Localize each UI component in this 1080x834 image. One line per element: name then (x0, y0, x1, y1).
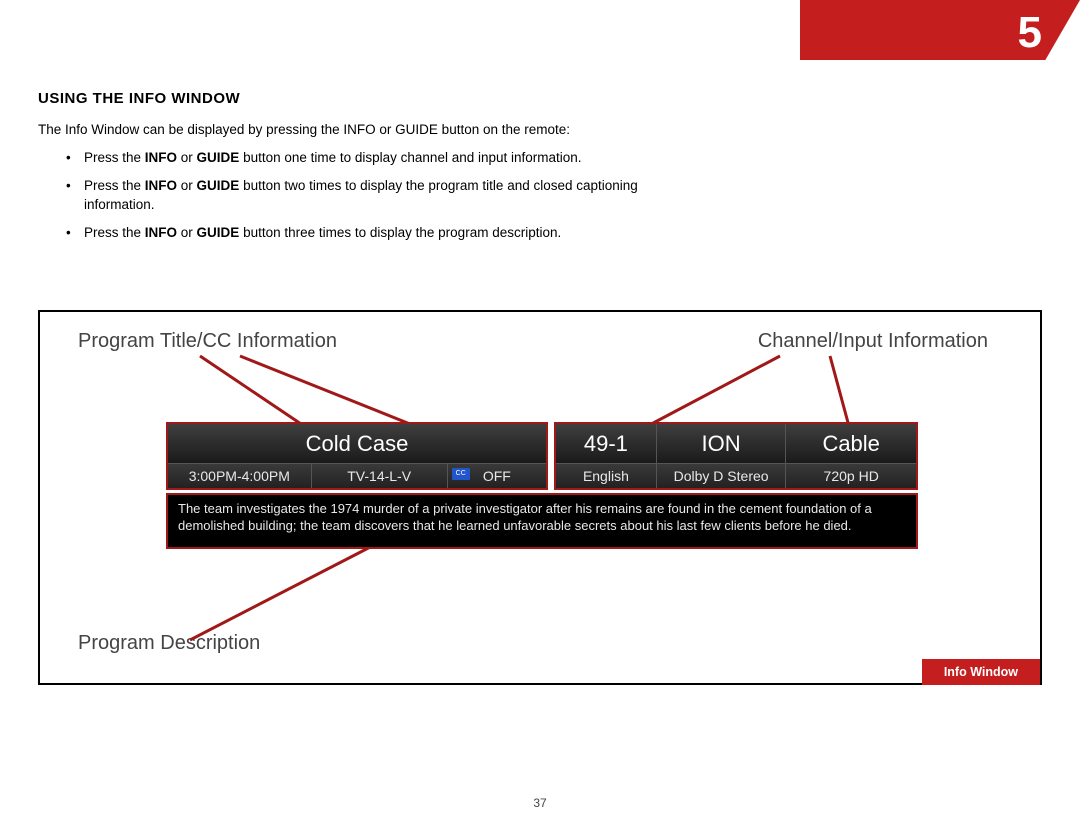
channel-number-cell: 49-1 (556, 424, 657, 463)
video-format-cell: 720p HD (786, 464, 916, 488)
chapter-number: 5 (1018, 8, 1042, 58)
channel-info-group: 49-1 ION Cable English Dolby D Stereo 72… (554, 422, 918, 490)
section-heading: USING THE INFO WINDOW (38, 90, 638, 107)
info-window-panel: Cold Case 3:00PM-4:00PM TV-14-L-V CC OFF… (166, 422, 926, 549)
cc-state-cell: CC OFF (448, 464, 546, 488)
program-title-cell: Cold Case (168, 424, 546, 463)
list-item: Press the INFO or GUIDE button one time … (66, 149, 638, 167)
intro-paragraph: The Info Window can be displayed by pres… (38, 121, 638, 139)
list-item: Press the INFO or GUIDE button two times… (66, 177, 638, 213)
input-source-cell: Cable (786, 424, 916, 463)
list-item: Press the INFO or GUIDE button three tim… (66, 224, 638, 242)
time-range-cell: 3:00PM-4:00PM (168, 464, 312, 488)
page-number: 37 (533, 796, 546, 810)
body-text: USING THE INFO WINDOW The Info Window ca… (38, 90, 638, 252)
chapter-tab: 5 (800, 0, 1080, 60)
audio-format-cell: Dolby D Stereo (657, 464, 787, 488)
rating-cell: TV-14-L-V (312, 464, 448, 488)
figure-label: Info Window (922, 659, 1040, 685)
callout-channel-input: Channel/Input Information (758, 330, 988, 353)
channel-name-cell: ION (657, 424, 787, 463)
callout-program-description: Program Description (78, 632, 260, 655)
program-description-box: The team investigates the 1974 murder of… (166, 493, 918, 549)
figure-box: Program Title/CC Information Channel/Inp… (38, 310, 1042, 685)
cc-icon: CC (452, 468, 470, 480)
program-info-group: Cold Case 3:00PM-4:00PM TV-14-L-V CC OFF (166, 422, 548, 490)
callout-program-title: Program Title/CC Information (78, 330, 337, 353)
instruction-list: Press the INFO or GUIDE button one time … (38, 149, 638, 242)
audio-lang-cell: English (556, 464, 657, 488)
